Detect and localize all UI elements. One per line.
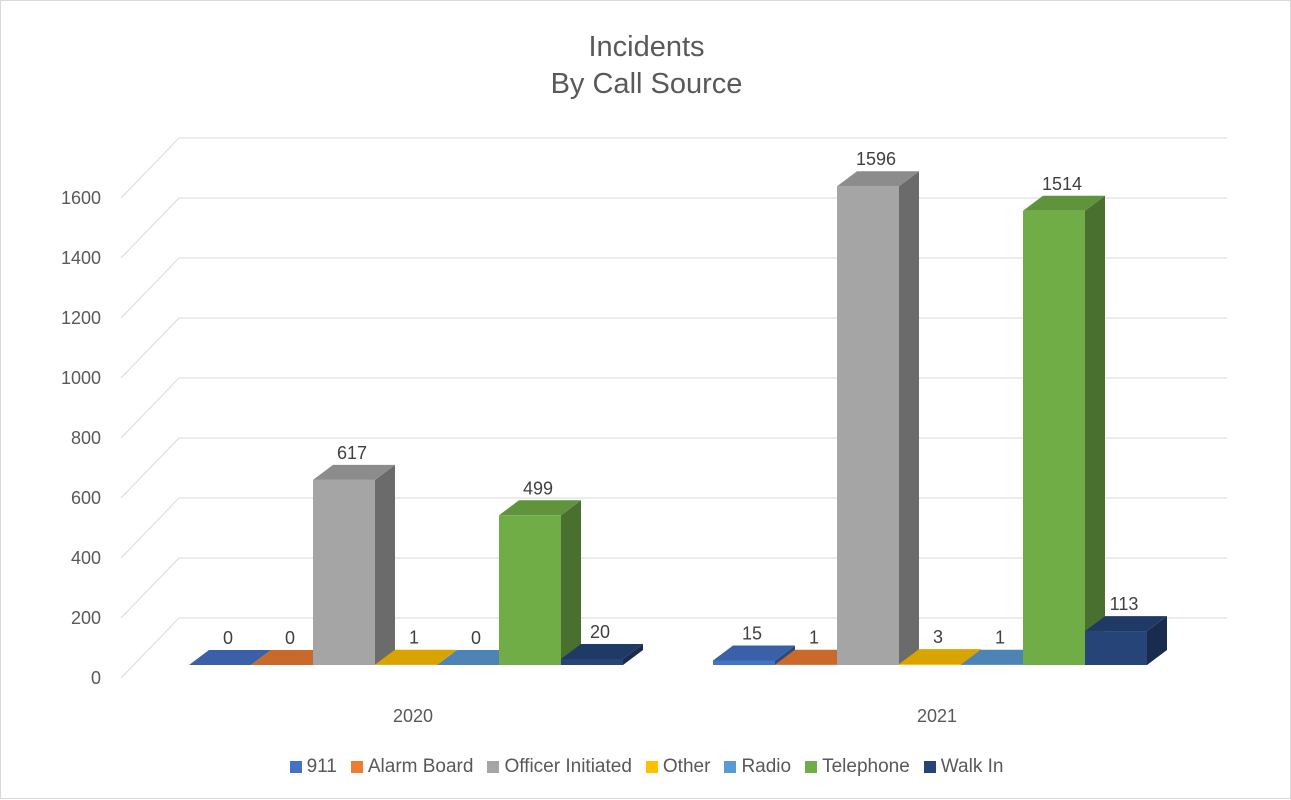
bar-side (561, 500, 581, 665)
legend-swatch (351, 761, 363, 773)
y-tick-label: 1200 (61, 308, 101, 328)
x-category-label: 2020 (393, 706, 433, 726)
gridline-diagonal (121, 318, 179, 378)
legend-swatch (646, 761, 658, 773)
legend-label: Walk In (941, 756, 1004, 778)
legend-label: Radio (741, 756, 791, 778)
y-tick-label: 1600 (61, 188, 101, 208)
data-label: 0 (223, 628, 233, 648)
legend-swatch (724, 761, 736, 773)
legend-item: Walk In (924, 756, 1004, 778)
bar-side (899, 171, 919, 665)
bar (713, 661, 775, 666)
legend-item: Radio (724, 756, 791, 778)
y-tick-label: 600 (71, 488, 101, 508)
data-label: 15 (742, 624, 762, 644)
bar (899, 664, 961, 665)
x-category-label: 2021 (917, 706, 957, 726)
y-tick-label: 400 (71, 548, 101, 568)
legend-swatch (290, 761, 302, 773)
data-label: 20 (590, 622, 610, 642)
bar (561, 659, 623, 665)
y-tick-label: 200 (71, 608, 101, 628)
data-label: 113 (1110, 594, 1139, 614)
legend-item: 911 (290, 756, 337, 778)
gridline-diagonal (121, 198, 179, 258)
gridline-diagonal (121, 498, 179, 558)
bars (189, 171, 1167, 665)
bar (313, 480, 375, 665)
bar (1023, 211, 1085, 665)
bar-side (1085, 196, 1105, 665)
data-label: 0 (471, 628, 481, 648)
legend-label: Other (663, 756, 711, 778)
data-label: 1 (995, 628, 1005, 648)
bar (837, 186, 899, 665)
data-label: 0 (285, 628, 295, 648)
legend-label: Officer Initiated (504, 756, 631, 778)
data-label: 499 (523, 478, 553, 498)
legend-item: Telephone (805, 756, 910, 778)
gridline-diagonal (121, 618, 179, 678)
bar-side (375, 465, 395, 665)
y-tick-label: 1000 (61, 368, 101, 388)
data-label: 1 (809, 628, 819, 648)
legend-swatch (487, 761, 499, 773)
legend-label: Alarm Board (368, 756, 474, 778)
legend-swatch (805, 761, 817, 773)
data-label: 1 (409, 628, 419, 648)
chart-legend: 911 Alarm Board Officer Initiated Other Radi… (1, 756, 1291, 778)
y-tick-label: 1400 (61, 248, 101, 268)
data-label: 1514 (1042, 174, 1082, 194)
bar (499, 515, 561, 665)
gridline-diagonal (121, 438, 179, 498)
legend-item: Officer Initiated (487, 756, 631, 778)
gridline-diagonal (121, 558, 179, 618)
legend-label: Telephone (822, 756, 910, 778)
y-tick-label: 800 (71, 428, 101, 448)
legend-label: 911 (307, 756, 337, 778)
gridline-diagonal (121, 378, 179, 438)
y-tick-label: 0 (91, 668, 101, 688)
gridline-diagonal (121, 138, 179, 198)
bar (1085, 631, 1147, 665)
legend-item: Other (646, 756, 711, 778)
data-label: 1596 (856, 149, 896, 169)
data-label: 617 (337, 443, 367, 463)
legend-item: Alarm Board (351, 756, 474, 778)
legend-swatch (924, 761, 936, 773)
gridline-diagonal (121, 258, 179, 318)
data-label: 3 (933, 627, 943, 647)
